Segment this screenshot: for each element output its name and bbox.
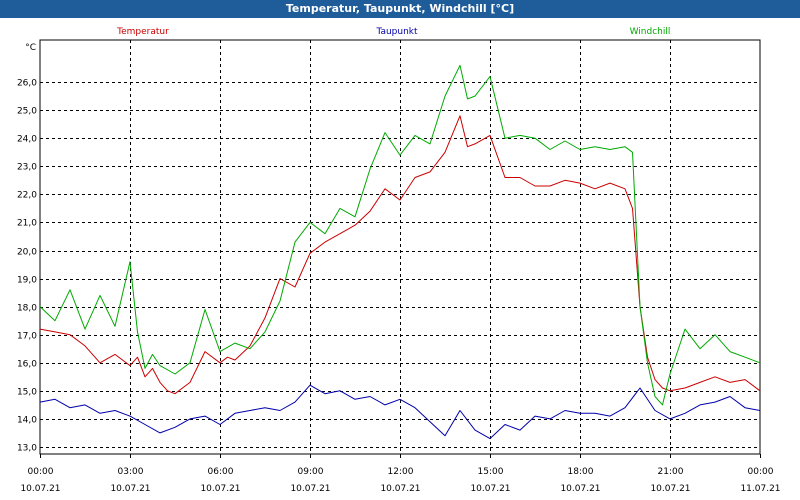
x-tick-time-label: 09:00 — [298, 467, 324, 477]
y-tick-label: 22,0 — [17, 191, 37, 201]
y-tick-label: 14,0 — [17, 416, 37, 426]
x-tick-time-label: 03:00 — [118, 467, 144, 477]
y-tick-label: 15,0 — [17, 388, 37, 398]
y-tick-label: 21,0 — [17, 219, 37, 229]
y-tick-label: 19,0 — [17, 276, 37, 286]
window-title: Temperatur, Taupunkt, Windchill [°C] — [0, 0, 800, 18]
x-tick-time-label: 15:00 — [478, 467, 504, 477]
x-tick-date-label: 11.07.21 — [740, 484, 780, 494]
x-tick-time-label: 00:00 — [28, 467, 54, 477]
x-tick-date-label: 10.07.21 — [650, 484, 690, 494]
legend-entry-windchill: Windchill — [630, 27, 671, 37]
y-tick-label: 25,0 — [17, 107, 37, 117]
x-tick-date-label: 10.07.21 — [110, 484, 150, 494]
y-tick-label: 24,0 — [17, 135, 37, 145]
y-tick-label: 18,0 — [17, 304, 37, 314]
legend-entry-temperatur: Temperatur — [116, 27, 169, 37]
x-tick-date-label: 10.07.21 — [200, 484, 240, 494]
x-tick-time-label: 12:00 — [388, 467, 414, 477]
x-tick-date-label: 10.07.21 — [380, 484, 420, 494]
gridlines — [40, 40, 760, 454]
series-line-taupunkt — [39, 384, 761, 440]
legend-entry-taupunkt: Taupunkt — [375, 27, 418, 37]
data-series — [39, 64, 761, 440]
legend: Temperatur Taupunkt Windchill — [116, 27, 670, 37]
x-tick-time-label: 21:00 — [658, 467, 684, 477]
y-tick-label: 16,0 — [17, 360, 37, 370]
x-tick-date-label: 10.07.21 — [560, 484, 600, 494]
y-axis-label: °C — [25, 43, 36, 53]
x-tick-time-label: 18:00 — [568, 467, 594, 477]
x-tick-time-label: 00:00 — [748, 467, 774, 477]
x-tick-date-label: 10.07.21 — [20, 484, 60, 494]
x-tick-date-label: 10.07.21 — [470, 484, 510, 494]
y-tick-label: 17,0 — [17, 332, 37, 342]
x-tick-date-label: 10.07.21 — [290, 484, 330, 494]
y-tick-label: 13,0 — [17, 444, 37, 454]
line-chart: 13,0 14,0 15,0 16,0 17,0 18,0 19,0 20,0 21,0 22,0… — [17, 27, 781, 494]
series-line-windchill — [39, 64, 761, 406]
x-tick-time-label: 06:00 — [208, 467, 234, 477]
y-tick-label: 23,0 — [17, 163, 37, 173]
axes: 13,0 14,0 15,0 16,0 17,0 18,0 19,0 20,0 21,0 22,0… — [17, 39, 781, 494]
y-tick-label: 26,0 — [17, 79, 37, 89]
y-tick-label: 20,0 — [17, 248, 37, 258]
